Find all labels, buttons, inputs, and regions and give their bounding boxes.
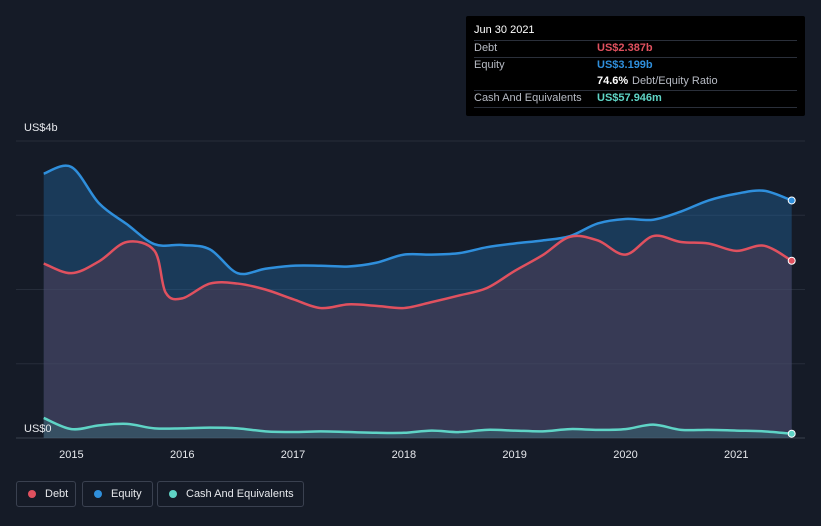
x-tick-label: 2018 (392, 449, 416, 461)
tooltip-divider (474, 40, 797, 41)
tooltip-panel: Jun 30 2021 Debt US$2.387b Equity US$3.1… (466, 16, 805, 116)
tooltip-divider (474, 107, 797, 108)
tooltip-date: Jun 30 2021 (474, 24, 535, 36)
legend-item-cash[interactable]: Cash And Equivalents (157, 481, 304, 507)
legend-item-debt[interactable]: Debt (16, 481, 76, 507)
tooltip-cash-label: Cash And Equivalents (474, 92, 582, 104)
tooltip-divider (474, 90, 797, 91)
x-tick-label: 2016 (170, 449, 194, 461)
x-tick-label: 2017 (281, 449, 305, 461)
debt-end-point (787, 256, 796, 265)
cash-and-equivalents-line (43, 416, 792, 435)
cash-dot-icon (169, 490, 177, 498)
tooltip-ratio-label: Debt/Equity Ratio (632, 75, 718, 87)
x-tick-label: 2015 (59, 449, 83, 461)
tooltip-equity-value: US$3.199b (597, 59, 653, 71)
legend-equity-label: Equity (111, 488, 142, 500)
tooltip-divider (474, 57, 797, 58)
tooltip-debt-value: US$2.387b (597, 42, 653, 54)
debt-line (43, 234, 793, 310)
equity-line (43, 164, 793, 276)
tooltip-ratio-value: 74.6% (597, 75, 629, 87)
tooltip-equity-label: Equity (474, 59, 505, 71)
y-axis-bottom-label: US$0 (24, 423, 52, 435)
tooltip-debt-label: Debt (474, 42, 498, 54)
cash-and-equivalents-area (43, 417, 792, 438)
chart-end-markers (787, 196, 796, 438)
equity-dot-icon (94, 490, 102, 498)
tooltip-cash-value: US$57.946m (597, 92, 662, 104)
x-axis-ticks: 2015 2016 2017 2018 2019 2020 2021 (59, 449, 748, 461)
chart-areas (43, 165, 792, 438)
legend-item-equity[interactable]: Equity (82, 481, 153, 507)
y-axis-top-label: US$4b (24, 122, 58, 134)
legend-cash-label: Cash And Equivalents (186, 488, 294, 500)
x-tick-label: 2019 (502, 449, 526, 461)
x-tick-label: 2021 (724, 449, 748, 461)
chart-lines (43, 164, 793, 435)
cash-and-equivalents-end-point (787, 429, 796, 438)
debt-area (43, 235, 792, 438)
debt-dot-icon (28, 490, 36, 498)
equity-area (43, 165, 792, 438)
equity-end-point (787, 196, 796, 205)
legend-debt-label: Debt (45, 488, 69, 500)
x-tick-label: 2020 (613, 449, 637, 461)
